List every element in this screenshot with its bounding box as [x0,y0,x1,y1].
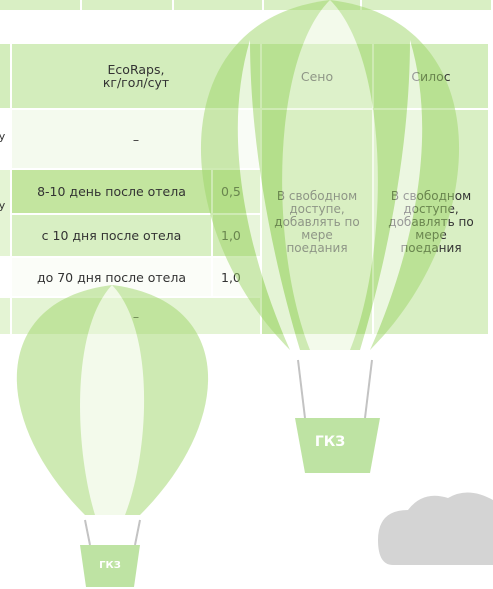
cell [0,0,82,12]
header-cell: EcoRaps, кг/гол/сут [12,44,262,110]
cell: до 70 дня после отела [12,258,213,298]
cell: 0,5 [213,170,262,215]
cell: – [12,110,262,170]
cell [0,170,12,258]
header-cell: Сено [262,44,374,110]
cell: – [12,298,262,336]
cell-text: у [0,197,8,213]
cell: 1,0 [213,258,262,298]
cell [0,298,12,336]
cell [82,0,174,12]
cell: В свободном доступе, добавлять по мере п… [374,110,490,336]
header-cell: Силос [374,44,490,110]
cell [362,0,493,12]
cell: 8-10 день после отела [12,170,213,215]
cell: 1,0 [213,215,262,258]
cell [0,44,12,110]
cell: с 10 дня после отела [12,215,213,258]
cloud [378,492,493,565]
cell-text: у [0,128,8,144]
cell [264,0,362,12]
cell [174,0,264,12]
cell: В свободном доступе, добавлять по мере п… [262,110,374,336]
page: EcoRaps, кг/гол/сут Сено Силос у – у 8-1… [0,0,493,589]
logo: ГКЗ [99,560,121,571]
logo: ГКЗ [315,434,345,450]
